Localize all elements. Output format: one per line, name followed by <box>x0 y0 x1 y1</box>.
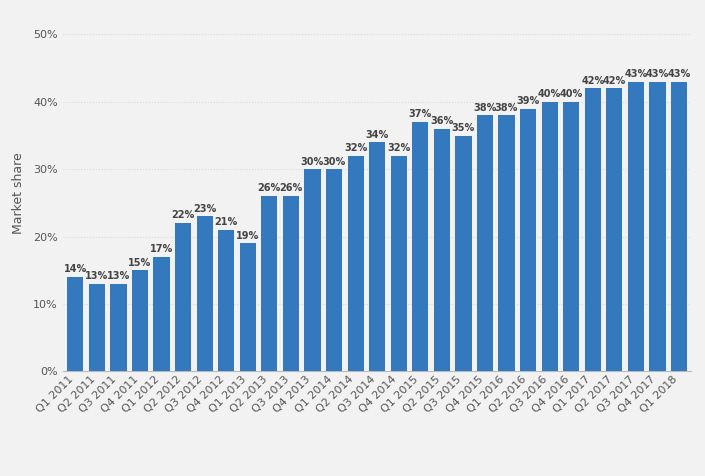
Text: 13%: 13% <box>107 271 130 281</box>
Bar <box>671 82 687 371</box>
Text: 30%: 30% <box>322 157 345 167</box>
Bar <box>326 169 342 371</box>
Bar <box>132 270 148 371</box>
Bar <box>455 136 472 371</box>
Bar <box>283 196 299 371</box>
Text: 43%: 43% <box>668 69 691 79</box>
Bar <box>348 156 364 371</box>
Text: 43%: 43% <box>625 69 647 79</box>
Text: 37%: 37% <box>409 109 432 119</box>
Bar <box>240 243 256 371</box>
Text: 40%: 40% <box>560 89 583 99</box>
Bar <box>175 223 191 371</box>
Text: 22%: 22% <box>171 210 195 220</box>
Text: 19%: 19% <box>236 230 259 240</box>
Bar <box>412 122 429 371</box>
Bar <box>369 142 385 371</box>
Text: 21%: 21% <box>214 217 238 227</box>
Text: 38%: 38% <box>473 103 496 113</box>
Text: 23%: 23% <box>193 204 216 214</box>
Bar <box>67 277 83 371</box>
Text: 40%: 40% <box>538 89 561 99</box>
Text: 43%: 43% <box>646 69 669 79</box>
Bar <box>606 89 623 371</box>
Text: 34%: 34% <box>366 129 388 139</box>
Bar <box>498 115 515 371</box>
Text: 15%: 15% <box>128 258 152 268</box>
Bar <box>111 284 126 371</box>
Text: 35%: 35% <box>452 123 475 133</box>
Text: 39%: 39% <box>517 96 540 106</box>
Y-axis label: Market share: Market share <box>12 152 25 234</box>
Text: 42%: 42% <box>603 76 626 86</box>
Text: 30%: 30% <box>301 157 324 167</box>
Bar <box>89 284 105 371</box>
Bar <box>305 169 321 371</box>
Text: 17%: 17% <box>150 244 173 254</box>
Text: 13%: 13% <box>85 271 109 281</box>
Bar <box>541 102 558 371</box>
Text: 36%: 36% <box>430 116 453 126</box>
Bar <box>563 102 580 371</box>
Bar <box>154 257 170 371</box>
Text: 32%: 32% <box>344 143 367 153</box>
Bar <box>197 217 213 371</box>
Bar <box>520 109 537 371</box>
Bar <box>391 156 407 371</box>
Bar <box>218 230 234 371</box>
Text: 14%: 14% <box>63 264 87 274</box>
Bar <box>434 129 450 371</box>
Text: 26%: 26% <box>279 183 302 193</box>
Bar <box>584 89 601 371</box>
Text: 32%: 32% <box>387 143 410 153</box>
Bar <box>262 196 278 371</box>
Text: 38%: 38% <box>495 103 518 113</box>
Bar <box>628 82 644 371</box>
Bar <box>649 82 666 371</box>
Text: 26%: 26% <box>258 183 281 193</box>
Bar <box>477 115 493 371</box>
Text: 42%: 42% <box>581 76 604 86</box>
